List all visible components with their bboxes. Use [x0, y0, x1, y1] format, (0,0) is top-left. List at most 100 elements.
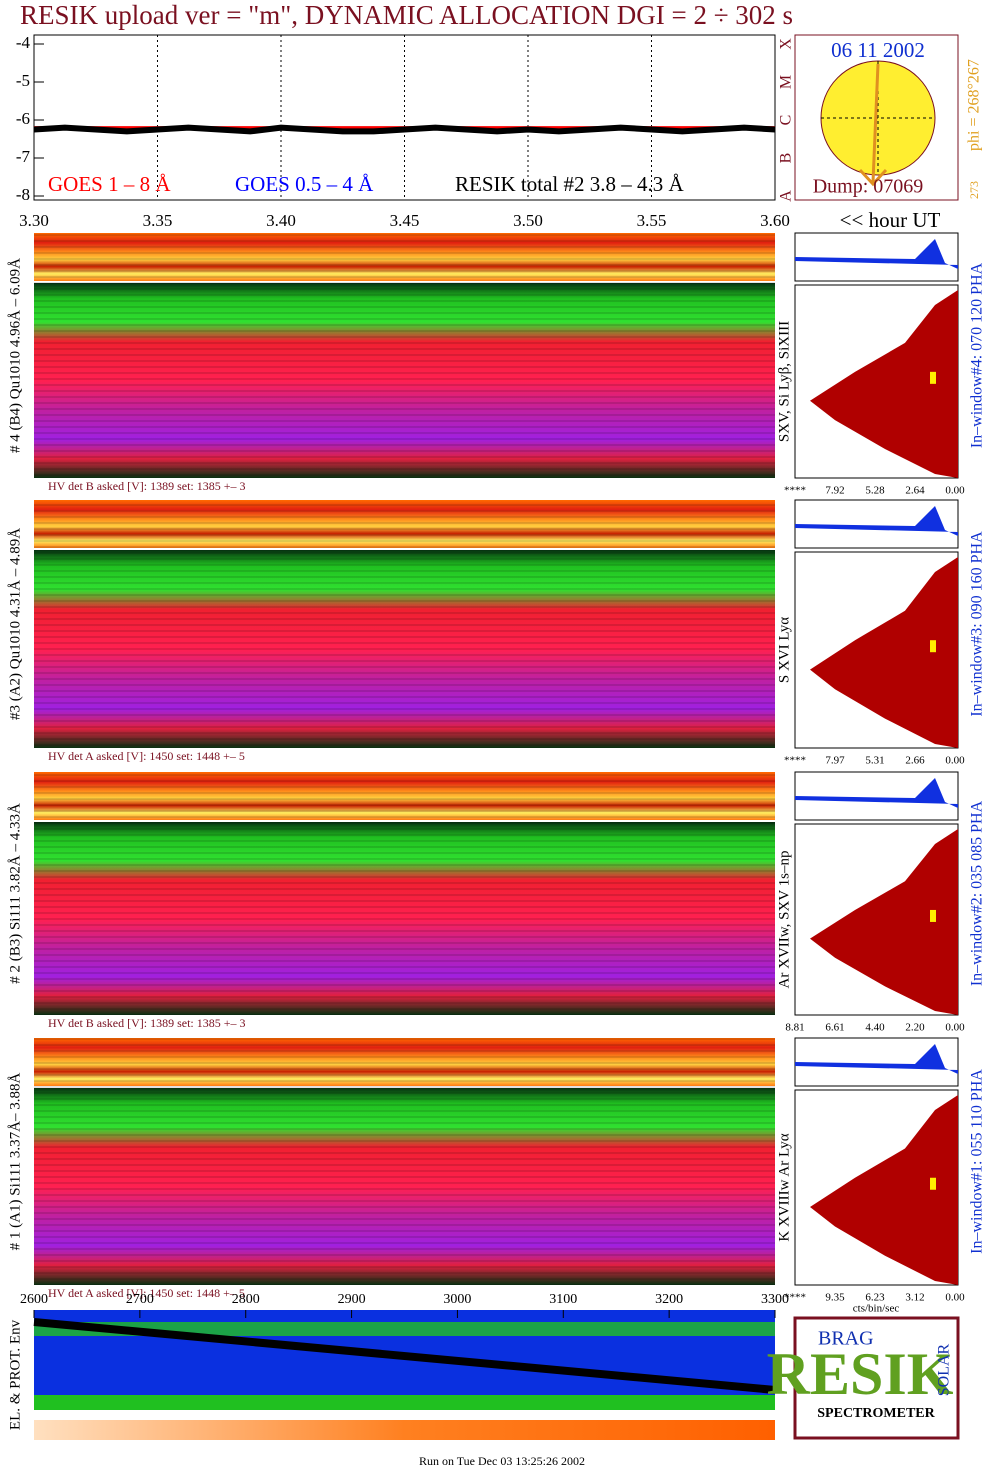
hist-tick-label: 5.28	[865, 485, 885, 497]
phi: phi = 268°267	[966, 59, 983, 151]
hist-tick-label: 2.66	[905, 755, 925, 767]
in-window: In–window#3: 090 160 PHA	[969, 531, 986, 717]
logo-frame	[793, 1316, 960, 1440]
line-ids: K XVIIIw Ar Lyα	[776, 1133, 792, 1241]
panel-label: # 4 (B4) Qu1010 4.96Å – 6.09Å	[7, 258, 23, 453]
hist-main	[810, 557, 958, 748]
heatmap-texture	[34, 772, 775, 1015]
line-ids: S XVI Lyα	[776, 617, 792, 683]
y-tick-label: -5	[16, 71, 30, 90]
direction-arrow	[858, 63, 888, 187]
hist-tick-label: 0.00	[945, 755, 965, 767]
env-axis: 2600 2700 2800 2900 3000 3100 3200 3300	[20, 1292, 789, 1318]
env-band	[34, 1322, 775, 1336]
goes-plot: -8 -7 -6 -5 -4 3.30 3.35 3.40 3.45 3.50 3.55 3.60 GO…	[16, 33, 795, 230]
sun-frame	[794, 34, 959, 201]
env-band	[34, 1395, 775, 1410]
hist-tick-label: 0.00	[945, 1292, 965, 1304]
x-tick-label: 3.30	[19, 211, 49, 230]
x-tick-label: 3.45	[390, 211, 420, 230]
legend-entry: GOES 0.5 – 4 Å	[235, 172, 374, 196]
x-tick-label: 2900	[338, 1292, 366, 1307]
x-tick-label: 3.50	[513, 211, 543, 230]
series-line	[33, 124, 776, 135]
flare-class: A	[778, 190, 795, 202]
hist-tick-label: 8.81	[785, 1022, 804, 1034]
flare-class: X	[778, 38, 795, 50]
legend-entry: RESIK total #2 3.8 – 4.3 Å	[455, 172, 684, 196]
hist-tick-label: ****	[784, 1292, 806, 1304]
x-tick-label: 3300	[761, 1292, 789, 1307]
in-window: In–window#4: 070 120 PHA	[969, 262, 986, 448]
hist-tick-label: 5.31	[865, 755, 884, 767]
hist-top	[795, 239, 958, 269]
hist-tick-label: 6.61	[825, 1022, 844, 1034]
flare-class: M	[778, 75, 795, 89]
env-label: EL. & PROT. Env	[7, 1319, 23, 1430]
hv-text: HV det A asked [V]: 1450 set: 1448 +– 5	[48, 749, 245, 763]
x-tick-label: 3.55	[637, 211, 667, 230]
hist-tick-label: 2.64	[905, 485, 925, 497]
title: RESIK upload ver = "m", DYNAMIC ALLOCATI…	[20, 0, 793, 30]
heatmap-texture	[34, 500, 775, 748]
hist-main	[810, 829, 958, 1015]
env-line	[33, 1318, 776, 1394]
hist-tick-label: 9.35	[825, 1292, 845, 1304]
x-tick-label: 3100	[549, 1292, 577, 1307]
window-marker	[930, 371, 936, 384]
y-tick-label: -4	[16, 33, 31, 52]
x-tick-label: 3200	[655, 1292, 683, 1307]
legend-entry: GOES 1 – 8 Å	[48, 172, 171, 196]
x-tick-label: 3.60	[760, 211, 790, 230]
hist-tick-label: 2.20	[905, 1022, 925, 1034]
hist-main	[810, 1095, 958, 1285]
sun-panel: 06 11 2002 Dump: 07069 phi = 268°267 273	[794, 34, 983, 201]
phi-min: 273	[967, 181, 981, 199]
hist-unit: cts/bin/sec	[853, 1303, 900, 1315]
hist-tick-label: 0.00	[945, 1022, 965, 1034]
panels: # 4 (B4) Qu1010 4.96Å – 6.09Å HV det B as…	[7, 232, 986, 1315]
logo: RESIK BRAG SOLAR SPECTROMETER	[767, 1316, 960, 1440]
logo-side: SOLAR	[936, 1343, 953, 1396]
in-window: In–window#2: 035 085 PHA	[969, 800, 986, 986]
hist-tick-label: 7.97	[825, 755, 845, 767]
logo-name: RESIK	[767, 1341, 954, 1407]
dump: Dump: 07069	[813, 176, 924, 198]
x-tick-label: 2600	[20, 1292, 48, 1307]
heatmap-texture	[34, 233, 775, 478]
env-panel: EL. & PROT. Env	[7, 1310, 776, 1440]
date: 06 11 2002	[831, 38, 925, 62]
x-tick-label: 3000	[443, 1292, 471, 1307]
panel-label: # 1 (A1) Si111 3.37Å– 3.88Å	[7, 1073, 23, 1251]
hist-tick-label: 3.12	[905, 1292, 924, 1304]
x-tick-label: 3.40	[266, 211, 296, 230]
hv-text: HV det A asked [V]: 1450 set: 1448 +– 5	[48, 1286, 245, 1300]
y-tick-label: -8	[16, 185, 30, 204]
logo-top: BRAG	[818, 1328, 874, 1350]
panel-label: #3 (A2) Qu1010 4.31Å – 4.89Å	[7, 528, 23, 720]
x-axis-label: << hour UT	[840, 208, 941, 232]
in-window: In–window#1: 055 110 PHA	[969, 1069, 986, 1254]
line-ids: Ar XVIIw, SXV 1s–np	[776, 851, 792, 989]
hv-text: HV det B asked [V]: 1389 set: 1385 +– 3	[48, 479, 246, 493]
line-ids: SXV, Si Lyβ, SiXIII	[776, 321, 792, 442]
x-tick-label: 2800	[232, 1292, 260, 1307]
hist-tick-label: 6.23	[865, 1292, 885, 1304]
logo-bottom: SPECTROMETER	[817, 1406, 935, 1421]
footer: Run on Tue Dec 03 13:25:26 2002	[419, 1454, 585, 1468]
heatmap-texture	[34, 1038, 775, 1285]
y-tick-label: -6	[16, 109, 30, 128]
x-tick-label: 2700	[126, 1292, 154, 1307]
hist-tick-label: 0.00	[945, 485, 965, 497]
panel-label: # 2 (B3) Si111 3.82Å – 4.33Å	[7, 803, 23, 984]
hist-top	[795, 778, 958, 808]
hist-top	[795, 506, 958, 536]
hist-top	[795, 1044, 958, 1074]
hist-tick-label: 7.92	[825, 485, 844, 497]
y-tick-label: -7	[16, 147, 31, 166]
hist-main	[810, 290, 958, 478]
hist-tick-label: ****	[784, 485, 806, 497]
window-marker	[930, 1177, 936, 1190]
flare-class: C	[778, 115, 795, 126]
